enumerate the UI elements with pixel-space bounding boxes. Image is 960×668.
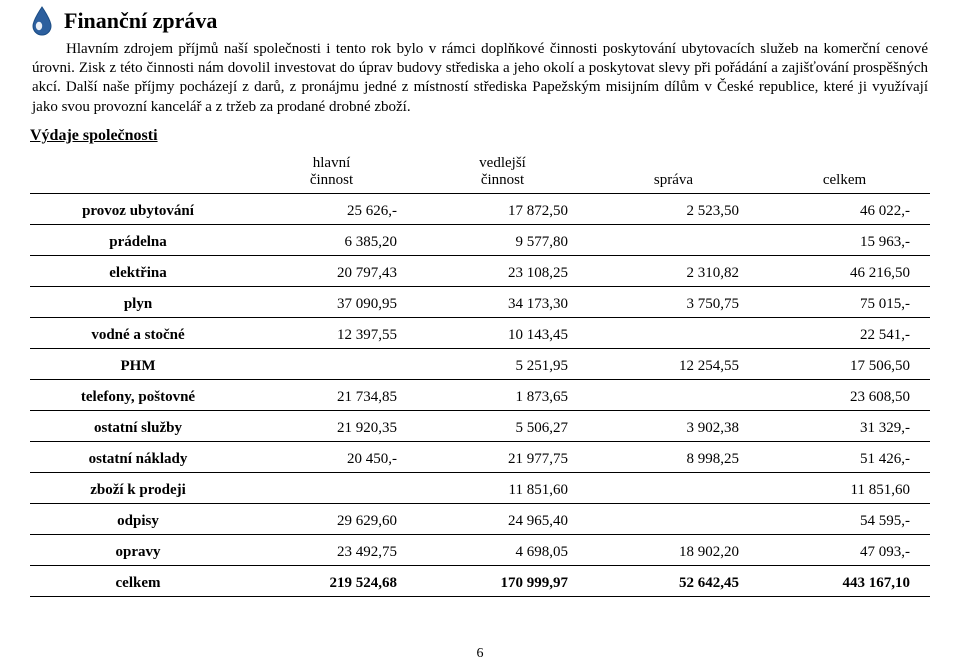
- cell: 17 872,50: [417, 193, 588, 224]
- table-row: ostatní služby21 920,355 506,273 902,383…: [30, 410, 930, 441]
- cell: 29 629,60: [246, 503, 417, 534]
- cell: 4 698,05: [417, 534, 588, 565]
- cell: [246, 348, 417, 379]
- cell: 23 608,50: [759, 379, 930, 410]
- cell: 6 385,20: [246, 224, 417, 255]
- table-row: elektřina20 797,4323 108,252 310,8246 21…: [30, 255, 930, 286]
- cell: [588, 379, 759, 410]
- cell: 37 090,95: [246, 286, 417, 317]
- row-label: PHM: [30, 348, 246, 379]
- cell: 8 998,25: [588, 441, 759, 472]
- cell: 2 523,50: [588, 193, 759, 224]
- cell: 34 173,30: [417, 286, 588, 317]
- row-label: vodné a stočné: [30, 317, 246, 348]
- table-header-admin: správa: [588, 151, 759, 194]
- table-row: ostatní náklady20 450,-21 977,758 998,25…: [30, 441, 930, 472]
- cell: 1 873,65: [417, 379, 588, 410]
- cell: 17 506,50: [759, 348, 930, 379]
- page-title: Finanční zpráva: [64, 9, 217, 33]
- cell: [588, 224, 759, 255]
- cell: 54 595,-: [759, 503, 930, 534]
- col-label: činnost: [310, 172, 353, 188]
- cell: 10 143,45: [417, 317, 588, 348]
- cell: 9 577,80: [417, 224, 588, 255]
- table-row: prádelna6 385,209 577,80 15 963,-: [30, 224, 930, 255]
- page-number: 6: [0, 646, 960, 662]
- cell: 5 251,95: [417, 348, 588, 379]
- cell: 5 506,27: [417, 410, 588, 441]
- cell: 443 167,10: [759, 565, 930, 596]
- table-row: PHM 5 251,9512 254,5517 506,50: [30, 348, 930, 379]
- table-row: vodné a stočné12 397,5510 143,45 22 541,-: [30, 317, 930, 348]
- intro-paragraph: Hlavním zdrojem příjmů naší společnosti …: [32, 40, 928, 117]
- row-label: provoz ubytování: [30, 193, 246, 224]
- cell: 47 093,-: [759, 534, 930, 565]
- table-row: zboží k prodeji 11 851,60 11 851,60: [30, 472, 930, 503]
- cell: 23 492,75: [246, 534, 417, 565]
- col-label: vedlejší: [479, 155, 526, 171]
- cell: 2 310,82: [588, 255, 759, 286]
- cell: 20 450,-: [246, 441, 417, 472]
- cell: 51 426,-: [759, 441, 930, 472]
- col-label: hlavní: [313, 155, 351, 171]
- cell: 21 734,85: [246, 379, 417, 410]
- table-row: odpisy29 629,6024 965,40 54 595,-: [30, 503, 930, 534]
- cell: 23 108,25: [417, 255, 588, 286]
- row-label: prádelna: [30, 224, 246, 255]
- row-label: elektřina: [30, 255, 246, 286]
- table-row: plyn37 090,9534 173,303 750,7575 015,-: [30, 286, 930, 317]
- cell: 219 524,68: [246, 565, 417, 596]
- section-heading-expenses: Výdaje společnosti: [30, 127, 930, 145]
- cell: [588, 317, 759, 348]
- cell: 21 920,35: [246, 410, 417, 441]
- row-label: ostatní náklady: [30, 441, 246, 472]
- row-label: telefony, poštovné: [30, 379, 246, 410]
- cell: 170 999,97: [417, 565, 588, 596]
- expenses-table: hlavní činnost vedlejší činnost správa c…: [30, 151, 930, 597]
- cell: [588, 503, 759, 534]
- row-label: celkem: [30, 565, 246, 596]
- cell: 12 397,55: [246, 317, 417, 348]
- table-header-total: celkem: [759, 151, 930, 194]
- table-header-blank: [30, 151, 246, 194]
- col-label: činnost: [481, 172, 524, 188]
- cell: 11 851,60: [759, 472, 930, 503]
- cell: 3 750,75: [588, 286, 759, 317]
- table-header-row: hlavní činnost vedlejší činnost správa c…: [30, 151, 930, 194]
- table-row: provoz ubytování25 626,-17 872,502 523,5…: [30, 193, 930, 224]
- cell: 21 977,75: [417, 441, 588, 472]
- row-label: ostatní služby: [30, 410, 246, 441]
- row-label: zboží k prodeji: [30, 472, 246, 503]
- cell: 46 216,50: [759, 255, 930, 286]
- cell: 11 851,60: [417, 472, 588, 503]
- cell: [246, 472, 417, 503]
- table-row: telefony, poštovné21 734,851 873,65 23 60…: [30, 379, 930, 410]
- cell: [588, 472, 759, 503]
- cell: 22 541,-: [759, 317, 930, 348]
- table-row: opravy23 492,754 698,0518 902,2047 093,-: [30, 534, 930, 565]
- table-total-row: celkem219 524,68170 999,9752 642,45443 1…: [30, 565, 930, 596]
- cell: 52 642,45: [588, 565, 759, 596]
- row-label: opravy: [30, 534, 246, 565]
- cell: 3 902,38: [588, 410, 759, 441]
- cell: 75 015,-: [759, 286, 930, 317]
- cell: 25 626,-: [246, 193, 417, 224]
- water-drop-icon: [30, 6, 54, 36]
- row-label: plyn: [30, 286, 246, 317]
- cell: 46 022,-: [759, 193, 930, 224]
- cell: 20 797,43: [246, 255, 417, 286]
- table-header-main-activity: hlavní činnost: [246, 151, 417, 194]
- cell: 24 965,40: [417, 503, 588, 534]
- row-label: odpisy: [30, 503, 246, 534]
- cell: 18 902,20: [588, 534, 759, 565]
- cell: 31 329,-: [759, 410, 930, 441]
- table-header-secondary-activity: vedlejší činnost: [417, 151, 588, 194]
- page-header: Finanční zpráva: [30, 6, 930, 36]
- cell: 15 963,-: [759, 224, 930, 255]
- cell: 12 254,55: [588, 348, 759, 379]
